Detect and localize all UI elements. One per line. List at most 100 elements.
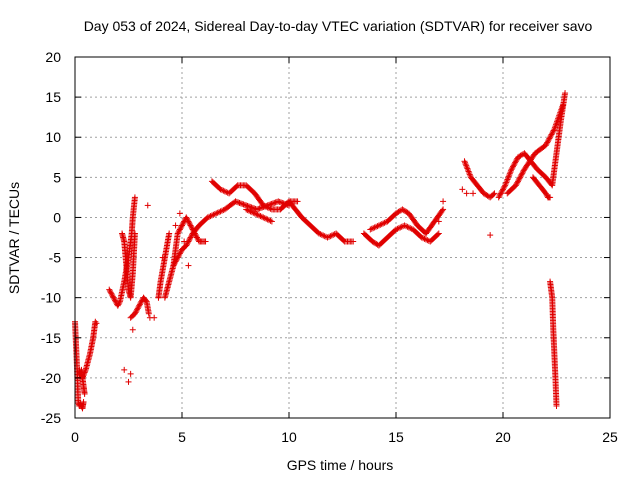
- data-point-marker: [495, 194, 502, 201]
- y-tick-label: 0: [53, 209, 61, 225]
- data-point-marker: [202, 238, 209, 245]
- data-point-marker: [255, 205, 262, 212]
- data-point-marker: [248, 209, 255, 216]
- x-axis-title: GPS time / hours: [287, 457, 394, 473]
- data-point-marker: [145, 310, 152, 317]
- data-point-marker: [318, 231, 325, 238]
- data-point-marker: [328, 232, 335, 239]
- data-point-marker: [434, 231, 441, 238]
- data-point-marker: [487, 232, 494, 239]
- data-point-marker: [559, 102, 566, 109]
- data-point-marker: [547, 132, 554, 139]
- data-point-marker: [263, 215, 270, 222]
- data-point-marker: [269, 200, 276, 207]
- data-point-marker: [368, 225, 375, 232]
- data-point-marker: [151, 314, 158, 321]
- data-point-marker: [180, 219, 187, 226]
- data-point-marker: [502, 180, 509, 187]
- data-point-marker: [106, 286, 113, 293]
- data-point-marker: [218, 207, 225, 214]
- data-point-marker: [136, 302, 143, 309]
- data-point-marker: [131, 310, 138, 317]
- data-point-marker: [395, 225, 402, 232]
- data-point-marker: [394, 225, 401, 232]
- data-point-marker: [172, 222, 179, 229]
- data-point-marker: [114, 302, 121, 309]
- data-point-marker: [519, 170, 526, 177]
- data-point-marker: [237, 200, 244, 207]
- x-tick-label: 10: [281, 429, 297, 445]
- data-point-marker: [371, 224, 378, 231]
- data-point-marker: [518, 171, 525, 178]
- data-point-marker: [549, 130, 556, 137]
- y-tick-label: 5: [53, 169, 61, 185]
- data-point-marker: [142, 297, 149, 304]
- data-point-marker: [490, 191, 497, 198]
- data-point-marker: [210, 211, 217, 218]
- data-point-marker: [268, 218, 275, 225]
- data-point-marker: [542, 190, 549, 197]
- data-point-marker: [107, 289, 114, 296]
- data-point-marker: [131, 194, 138, 201]
- data-point-marker: [507, 167, 514, 174]
- data-point-marker: [253, 206, 260, 213]
- data-point-marker: [277, 199, 284, 206]
- data-point-marker: [503, 179, 510, 186]
- data-point-marker: [516, 175, 523, 182]
- data-point-marker: [422, 236, 429, 243]
- data-point-marker: [232, 198, 239, 205]
- data-markers: [72, 90, 569, 412]
- data-point-marker: [405, 224, 412, 231]
- data-point-marker: [251, 205, 258, 212]
- data-point-marker: [397, 224, 404, 231]
- data-point-marker: [461, 158, 468, 165]
- data-point-marker: [208, 212, 215, 219]
- data-point-marker: [240, 201, 247, 208]
- data-point-marker: [187, 234, 194, 241]
- data-point-marker: [401, 222, 408, 229]
- y-tick-label: -10: [41, 290, 61, 306]
- y-tick-label: -5: [49, 250, 62, 266]
- data-point-marker: [108, 290, 115, 297]
- data-point-marker: [129, 326, 136, 333]
- data-point-marker: [470, 190, 477, 197]
- data-point-marker: [491, 190, 498, 197]
- data-point-marker: [93, 320, 100, 327]
- data-point-marker: [370, 225, 377, 232]
- data-point-marker: [80, 398, 87, 405]
- data-point-marker: [187, 222, 194, 229]
- data-point-marker: [327, 233, 334, 240]
- data-point-marker: [315, 230, 322, 237]
- data-point-marker: [251, 210, 258, 217]
- data-point-marker: [189, 226, 196, 233]
- data-point-marker: [505, 173, 512, 180]
- data-point-marker: [548, 131, 555, 138]
- data-point-marker: [373, 223, 380, 230]
- data-point-marker: [254, 211, 261, 218]
- data-point-marker: [179, 222, 185, 229]
- y-tick-label: -25: [41, 410, 61, 426]
- data-point-marker: [186, 237, 193, 244]
- data-point-marker: [250, 209, 257, 216]
- data-point-marker: [191, 230, 198, 237]
- data-point-marker: [459, 186, 466, 193]
- data-point-marker: [185, 218, 192, 225]
- data-point-marker: [264, 216, 271, 223]
- data-point-marker: [514, 178, 521, 185]
- x-tick-label: 15: [388, 429, 404, 445]
- data-point-marker: [256, 212, 263, 219]
- data-point-marker: [435, 230, 442, 237]
- data-point-marker: [367, 226, 374, 233]
- data-point-marker: [418, 234, 425, 241]
- data-point-marker: [178, 223, 185, 230]
- data-point-marker: [499, 187, 506, 194]
- data-point-marker: [272, 199, 279, 206]
- data-point-marker: [258, 213, 265, 220]
- data-point-marker: [185, 262, 192, 269]
- data-point-marker: [517, 174, 524, 181]
- data-point-marker: [501, 183, 508, 190]
- data-point-marker: [498, 189, 505, 196]
- data-point-marker: [159, 254, 166, 261]
- data-point-marker: [497, 191, 504, 198]
- data-point-marker: [217, 186, 224, 193]
